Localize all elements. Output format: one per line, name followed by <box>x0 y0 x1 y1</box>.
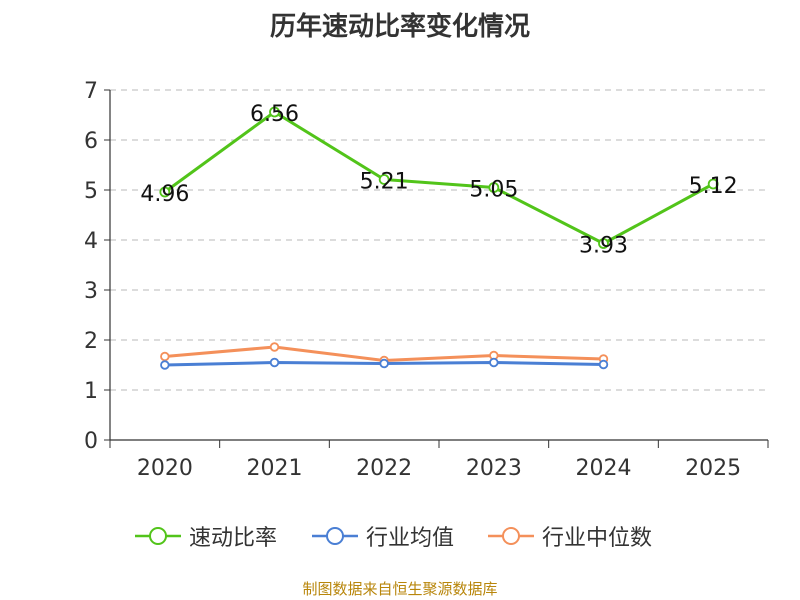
data-labels: 4.96 6.56 5.21 5.05 3.93 5.12 <box>140 102 737 259</box>
axes: 0 1 2 3 4 5 6 7 2020 2021 2022 2023 2024 2025 <box>84 79 769 481</box>
series-line-quick-ratio <box>163 110 714 245</box>
data-point-industry-median <box>160 351 170 362</box>
legend-marker-quick-ratio <box>135 527 181 545</box>
data-point-quick-ratio <box>598 238 609 249</box>
grid-lines <box>110 89 768 391</box>
legend-label-quick-ratio: 速动比率 <box>189 526 278 551</box>
y-tick-label: 1 <box>84 379 98 404</box>
data-point-quick-ratio <box>159 186 171 198</box>
y-tick-label: 5 <box>84 179 98 204</box>
data-label-quick-ratio: 5.12 <box>689 174 738 199</box>
data-label-quick-ratio: 6.56 <box>250 102 299 127</box>
x-tick-label: 2025 <box>685 456 741 481</box>
data-label-quick-ratio: 4.96 <box>140 182 189 207</box>
legend-label-industry-median: 行业中位数 <box>542 526 653 551</box>
legend: 速动比率 行业均值 行业中位数 <box>0 520 800 552</box>
legend-item-industry-median[interactable]: 行业中位数 <box>488 520 652 552</box>
data-label-quick-ratio: 5.21 <box>360 170 409 195</box>
data-point-industry-mean <box>598 359 609 370</box>
data-point-quick-ratio <box>269 106 280 118</box>
x-tick-label: 2024 <box>576 456 632 481</box>
legend-item-industry-mean[interactable]: 行业均值 <box>312 520 454 552</box>
y-tick-label: 6 <box>84 129 98 154</box>
data-point-quick-ratio <box>378 174 390 185</box>
data-label-quick-ratio: 5.05 <box>469 178 518 203</box>
legend-marker-industry-median <box>488 527 534 545</box>
x-tick-label: 2022 <box>356 456 412 481</box>
y-tick-label: 0 <box>84 429 98 454</box>
legend-label-industry-mean: 行业均值 <box>366 526 455 551</box>
data-point-industry-mean <box>489 357 499 368</box>
series-lines <box>159 106 719 370</box>
y-tick-label: 4 <box>84 229 98 254</box>
y-tick-label: 2 <box>84 329 98 354</box>
y-tick-label: 7 <box>84 79 98 104</box>
source-note: 制图数据来自恒生聚源数据库 <box>302 580 498 598</box>
data-point-industry-mean <box>269 357 280 368</box>
data-point-industry-mean <box>379 358 389 369</box>
data-point-industry-mean <box>160 360 170 370</box>
data-point-quick-ratio <box>707 178 719 190</box>
x-tick-label: 2021 <box>247 456 303 481</box>
data-label-quick-ratio: 3.93 <box>579 234 628 259</box>
data-point-industry-median <box>269 342 280 352</box>
chart-title: 历年速动比率变化情况 <box>269 12 530 42</box>
legend-marker-industry-mean <box>312 527 358 545</box>
data-point-quick-ratio <box>488 182 500 193</box>
x-tick-label: 2023 <box>466 456 522 481</box>
legend-item-quick-ratio[interactable]: 速动比率 <box>135 520 277 552</box>
y-tick-label: 3 <box>84 279 98 304</box>
x-tick-label: 2020 <box>137 456 193 481</box>
